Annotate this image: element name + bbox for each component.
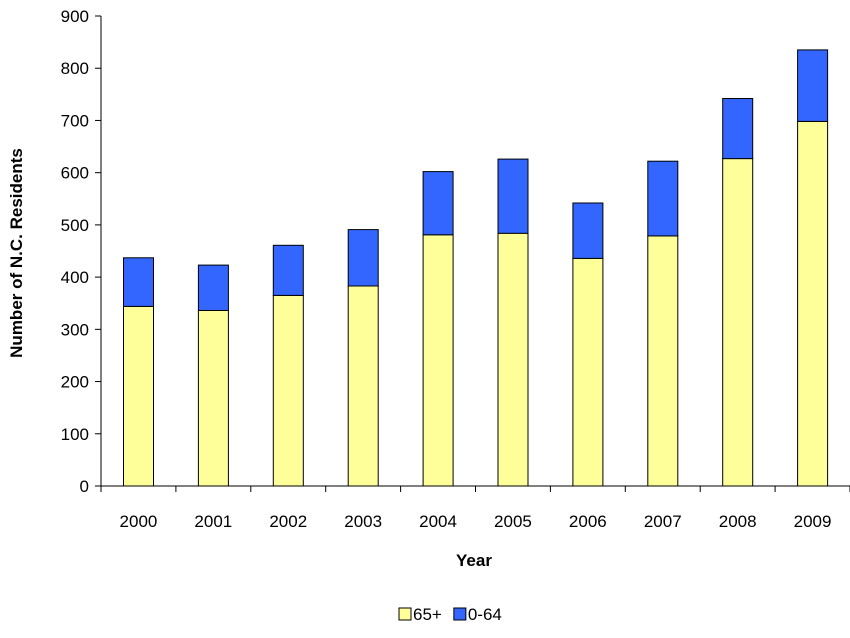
y-tick-label: 0 bbox=[80, 477, 89, 496]
x-tick-label: 2004 bbox=[419, 512, 457, 531]
x-tick-label: 2007 bbox=[644, 512, 682, 531]
bar-2006-age-0-64 bbox=[572, 202, 604, 259]
x-tick-label: 2000 bbox=[120, 512, 158, 531]
bar-2009-age-65-plus bbox=[797, 121, 829, 487]
bar-2000-age-65-plus bbox=[123, 305, 154, 487]
bar-2001-age-0-64 bbox=[197, 264, 229, 312]
bar-2004-age-0-64 bbox=[422, 171, 454, 236]
bar-2009-age-0-64 bbox=[797, 49, 829, 122]
legend-swatch-age-65-plus bbox=[398, 607, 412, 621]
legend-label-age-0-64: 0-64 bbox=[468, 605, 502, 624]
bar-2007-age-0-64 bbox=[647, 160, 679, 237]
y-tick-label: 100 bbox=[61, 425, 89, 444]
bar-2005-age-65-plus bbox=[497, 232, 529, 487]
y-tick-label: 500 bbox=[61, 216, 89, 235]
bars-layer bbox=[123, 49, 829, 487]
y-tick-label: 600 bbox=[61, 164, 89, 183]
y-tick-label: 800 bbox=[61, 59, 89, 78]
bar-2003-age-65-plus bbox=[347, 285, 379, 487]
bar-2008-age-65-plus bbox=[722, 158, 754, 487]
bar-2008-age-0-64 bbox=[722, 98, 754, 160]
x-tick-label: 2003 bbox=[344, 512, 382, 531]
x-ticks: 2000 2001 2002 2003 2004 2005 2006 2007 2008 2009 bbox=[100, 486, 850, 531]
x-tick-label: 2008 bbox=[719, 512, 757, 531]
bar-2001-age-65-plus bbox=[197, 310, 229, 487]
bar-2004-age-65-plus bbox=[422, 234, 454, 487]
bar-2007-age-65-plus bbox=[647, 235, 679, 487]
x-tick-label: 2009 bbox=[794, 512, 832, 531]
legend-label-age-65-plus: 65+ bbox=[413, 605, 442, 624]
x-tick-label: 2001 bbox=[194, 512, 232, 531]
x-axis-title: Year bbox=[456, 551, 492, 570]
legend: 65+ 0-64 bbox=[398, 605, 502, 624]
bar-2002-age-0-64 bbox=[272, 244, 304, 296]
x-tick-label: 2005 bbox=[494, 512, 532, 531]
bar-2005-age-0-64 bbox=[497, 158, 529, 234]
y-ticks: 0 100 200 300 400 500 600 700 800 900 bbox=[61, 7, 101, 496]
x-tick-label: 2006 bbox=[569, 512, 607, 531]
x-tick-label: 2002 bbox=[269, 512, 307, 531]
bar-2002-age-65-plus bbox=[272, 294, 304, 487]
bar-2006-age-65-plus bbox=[572, 257, 604, 487]
y-axis-title: Number of N.C. Residents bbox=[7, 148, 26, 358]
y-tick-label: 300 bbox=[61, 320, 89, 339]
y-tick-label: 700 bbox=[61, 111, 89, 130]
bar-2003-age-0-64 bbox=[347, 229, 379, 287]
y-tick-label: 400 bbox=[61, 268, 89, 287]
legend-swatch-age-0-64 bbox=[453, 607, 467, 621]
bar-2000-age-0-64 bbox=[123, 257, 154, 307]
y-tick-label: 900 bbox=[61, 7, 89, 26]
y-tick-label: 200 bbox=[61, 373, 89, 392]
